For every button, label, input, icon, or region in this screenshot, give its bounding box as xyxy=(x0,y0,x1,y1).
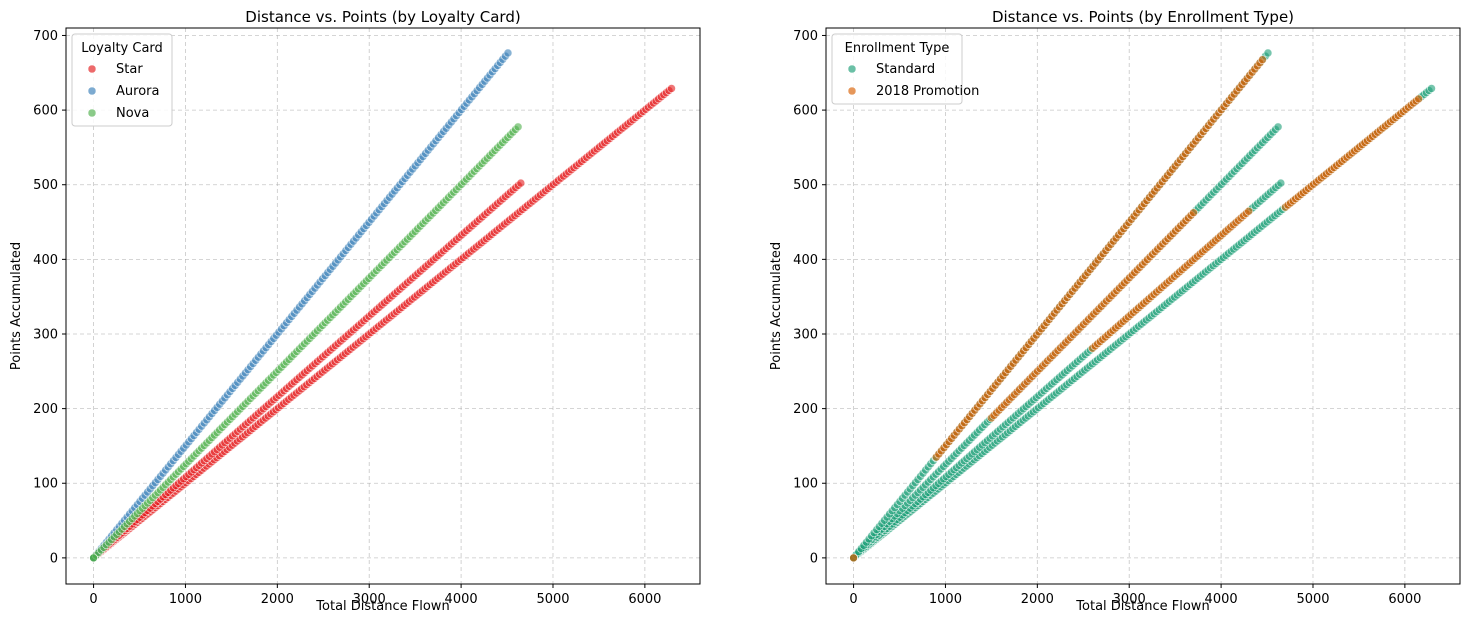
data-point xyxy=(1427,84,1436,93)
y-tick-label: 300 xyxy=(33,327,58,342)
y-tick-label: 700 xyxy=(33,29,58,44)
legend-marker xyxy=(847,64,857,74)
x-axis-label: Total Distance Flown xyxy=(315,599,449,614)
data-point xyxy=(1258,55,1267,65)
chart-panel-1: 0 1000 2000 3000 4000 5000 6000 0 100 200 300 400 50… xyxy=(9,8,701,614)
chart-title: Distance vs. Points (by Loyalty Card) xyxy=(245,8,520,26)
x-tick-label: 4000 xyxy=(445,592,478,607)
legend-marker xyxy=(847,86,857,96)
legend-label: Standard xyxy=(876,62,935,77)
legend-marker xyxy=(87,108,97,118)
data-points xyxy=(89,48,676,563)
y-axis-label: Points Accumulated xyxy=(9,242,24,370)
y-tick-label: 100 xyxy=(33,477,58,492)
legend-box xyxy=(71,33,173,127)
legend: Enrollment Type Standard 2018 Promotion xyxy=(831,33,979,105)
series-star xyxy=(89,84,676,563)
data-point xyxy=(516,178,526,188)
y-tick-label: 100 xyxy=(793,477,818,492)
chart-panel-2: 0 1000 2000 3000 4000 5000 6000 0 100 200 300 400 50… xyxy=(769,8,1461,614)
y-tick-label: 0 xyxy=(810,551,818,566)
data-point xyxy=(1189,208,1198,218)
data-point xyxy=(1263,48,1273,58)
y-tick-label: 300 xyxy=(793,327,818,342)
plot-frame xyxy=(65,27,701,585)
data-point xyxy=(1244,206,1253,216)
legend-box xyxy=(831,33,963,105)
y-tick-label: 500 xyxy=(793,178,818,193)
data-point xyxy=(1276,178,1286,188)
data-point xyxy=(503,48,513,58)
data-point xyxy=(89,553,98,563)
y-tick-label: 600 xyxy=(793,104,818,119)
legend-label: 2018 Promotion xyxy=(876,84,979,99)
y-tick-label: 200 xyxy=(33,402,58,417)
y-tick-label: 400 xyxy=(793,253,818,268)
x-tick-label: 4000 xyxy=(1205,592,1238,607)
y-tick-label: 600 xyxy=(33,104,58,119)
x-tick-label: 3000 xyxy=(1113,592,1146,607)
y-axis-label: Points Accumulated xyxy=(769,242,784,370)
x-tick-label: 6000 xyxy=(1388,592,1421,607)
chart-title: Distance vs. Points (by Enrollment Type) xyxy=(992,8,1294,26)
x-tick-label: 5000 xyxy=(1296,592,1329,607)
y-tick-label: 400 xyxy=(33,253,58,268)
legend-label: Star xyxy=(116,62,143,77)
data-point xyxy=(1414,94,1423,104)
x-tick-label: 2000 xyxy=(1021,592,1054,607)
data-point xyxy=(667,84,676,93)
grid-lines xyxy=(66,28,700,584)
y-tick-label: 0 xyxy=(50,551,58,566)
series-2018-promotion xyxy=(849,55,1423,563)
legend-label: Nova xyxy=(116,106,149,121)
y-tick-label: 200 xyxy=(793,402,818,417)
legend-title: Enrollment Type xyxy=(845,41,950,56)
y-tick-label: 500 xyxy=(33,178,58,193)
data-point xyxy=(513,122,523,132)
x-tick-label: 3000 xyxy=(353,592,386,607)
legend-title: Loyalty Card xyxy=(81,41,163,56)
legend: Loyalty Card Star Aurora Nova xyxy=(71,33,173,127)
x-tick-label: 1000 xyxy=(169,592,202,607)
legend-label: Aurora xyxy=(116,84,159,99)
x-tick-label: 0 xyxy=(89,592,97,607)
data-point xyxy=(1273,122,1283,132)
x-tick-label: 0 xyxy=(849,592,857,607)
plot-frame xyxy=(825,27,1461,585)
series-nova xyxy=(89,122,523,563)
data-point xyxy=(849,553,858,563)
legend-marker xyxy=(87,86,97,96)
data-points xyxy=(849,48,1436,563)
y-tick-label: 700 xyxy=(793,29,818,44)
x-tick-label: 1000 xyxy=(929,592,962,607)
legend-marker xyxy=(87,64,97,74)
x-tick-label: 6000 xyxy=(628,592,661,607)
x-tick-label: 2000 xyxy=(261,592,294,607)
x-tick-label: 5000 xyxy=(536,592,569,607)
x-axis-label: Total Distance Flown xyxy=(1075,599,1209,614)
